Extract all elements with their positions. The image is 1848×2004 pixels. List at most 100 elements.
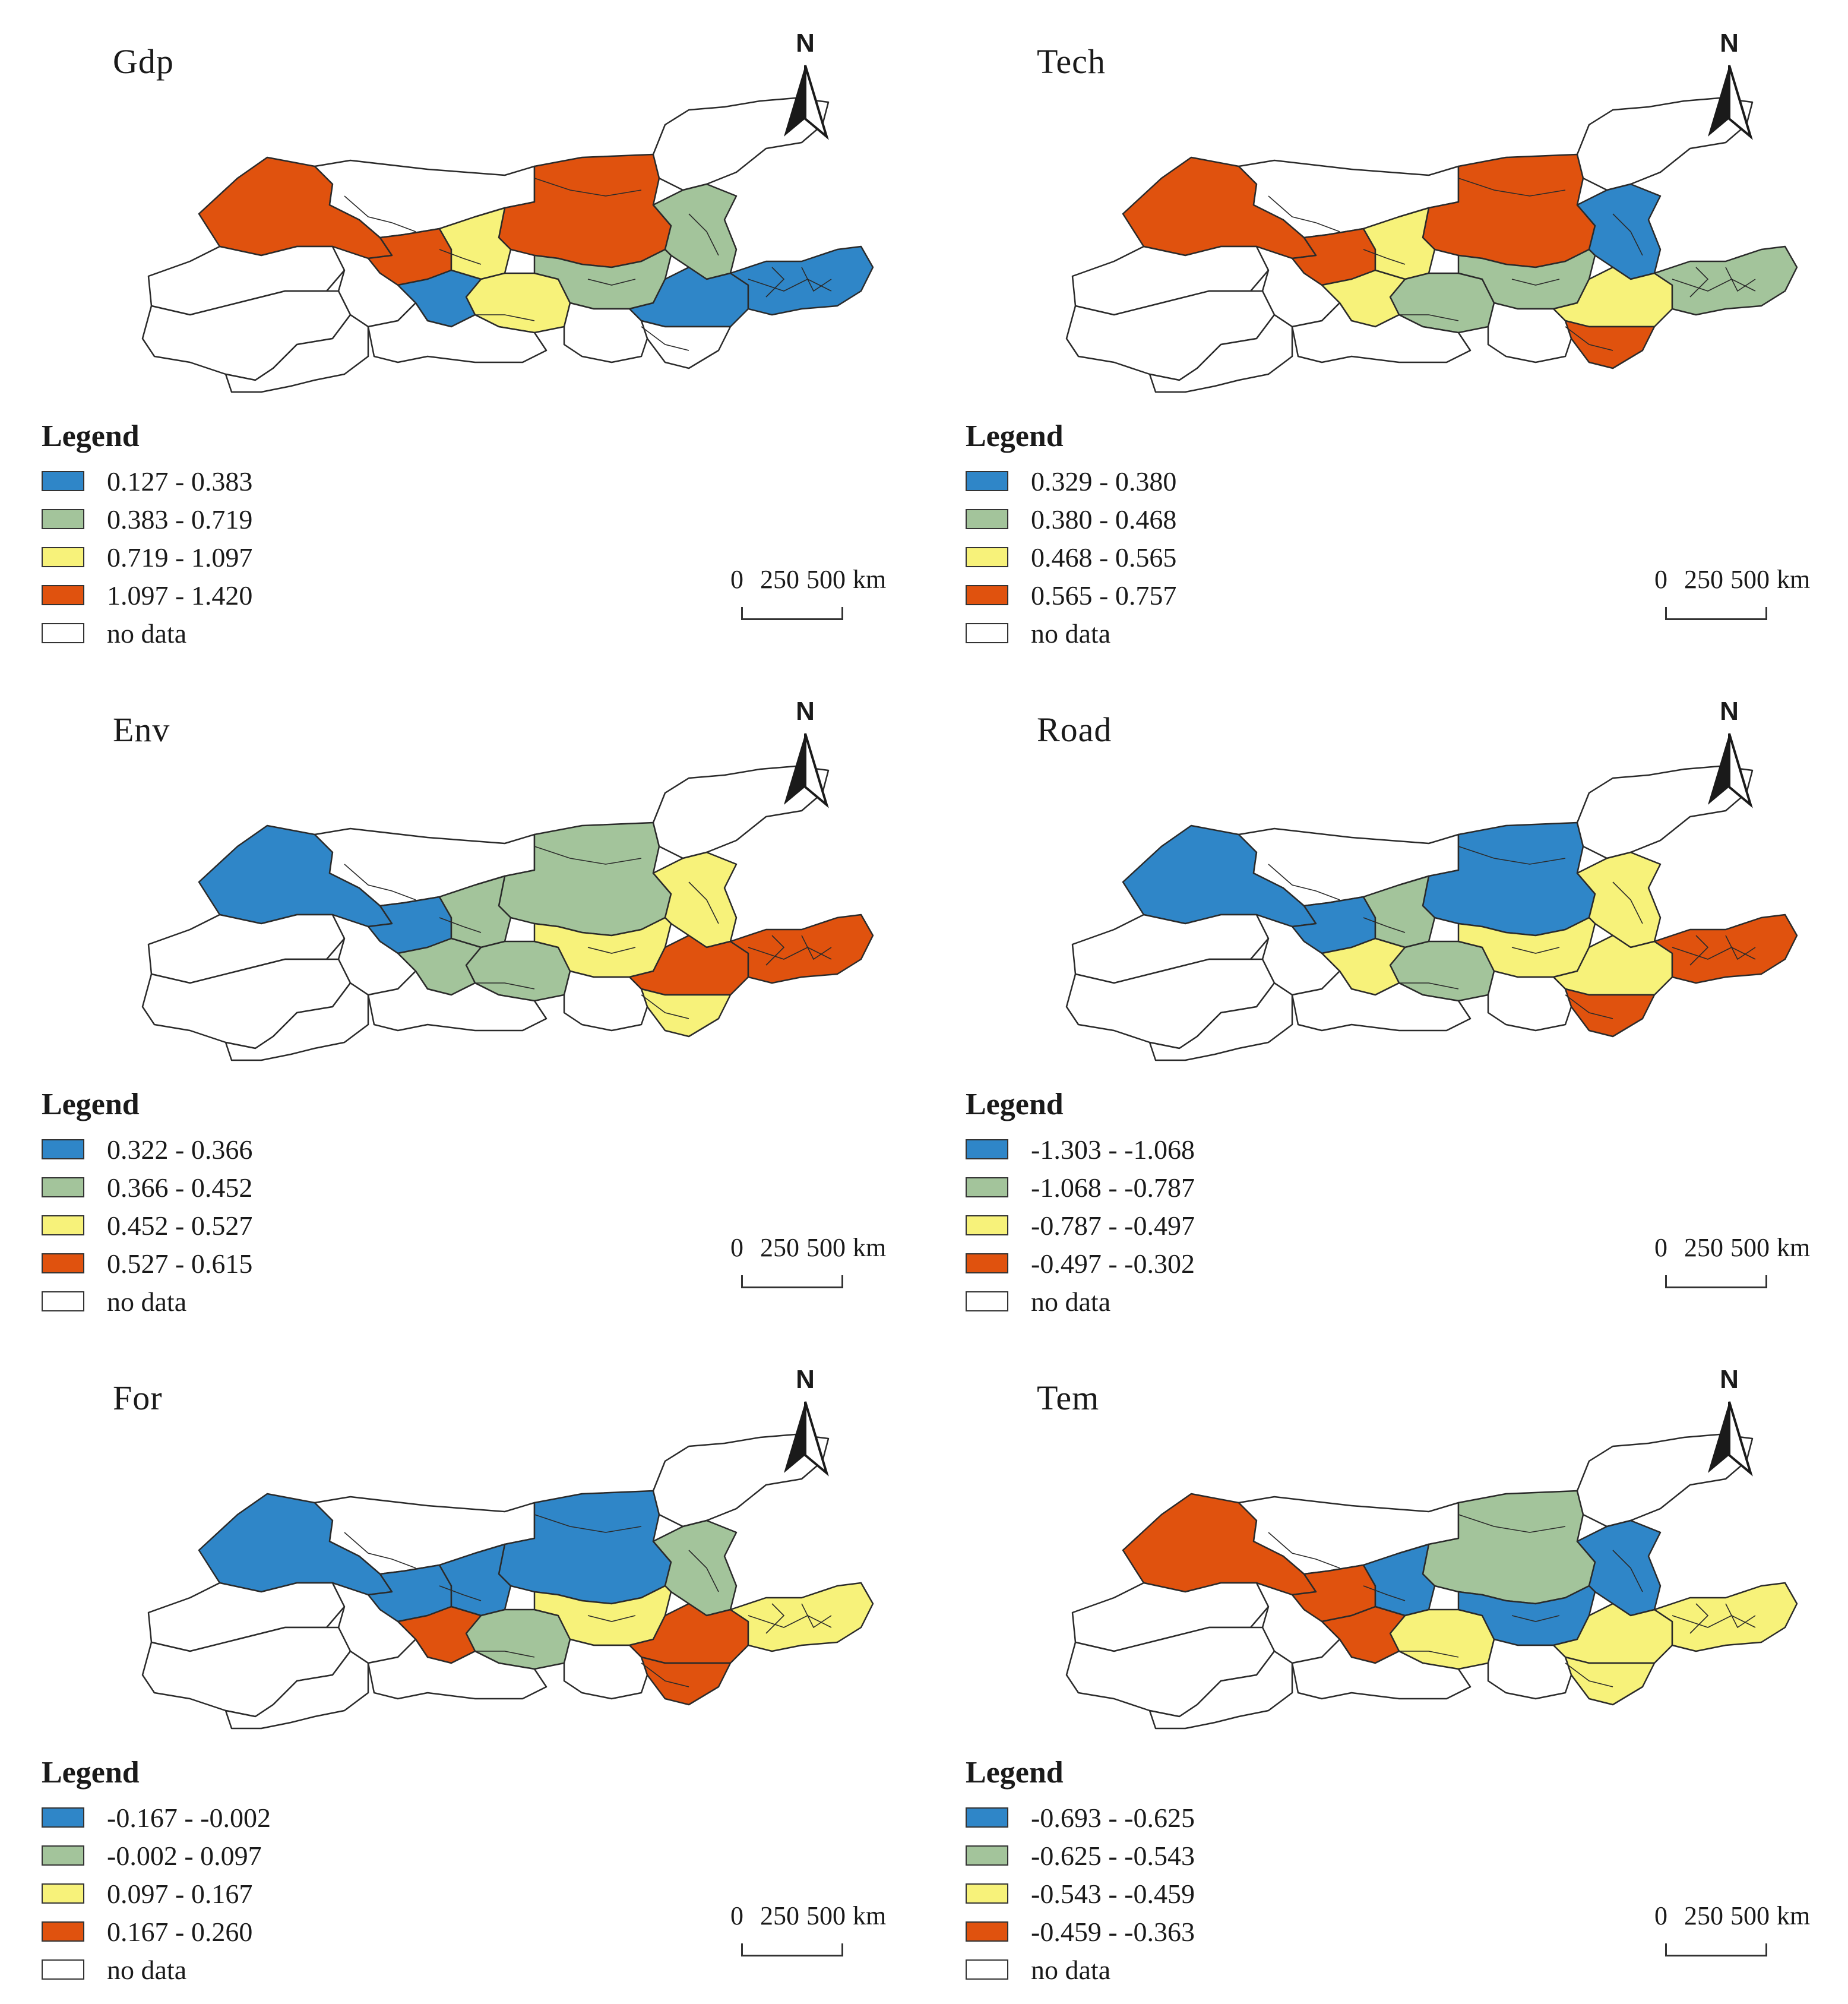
panel-title: For <box>113 1379 163 1417</box>
district-boundary <box>1672 279 1756 292</box>
map-region <box>640 988 732 1038</box>
legend: Legend -0.167 - -0.002 -0.002 - 0.097 0.097… <box>42 1755 271 1989</box>
north-arrow-icon <box>784 1401 829 1477</box>
district-boundary <box>1672 1615 1756 1628</box>
scale-tick-label: 250 <box>760 1901 799 1930</box>
legend-label: 0.468 - 0.565 <box>1031 542 1177 573</box>
north-arrow-icon <box>1708 1401 1753 1477</box>
legend-label: 0.380 - 0.468 <box>1031 504 1177 535</box>
scale-tick-label: 250 <box>760 565 799 594</box>
map-region <box>224 982 369 1061</box>
legend-item: -0.625 - -0.543 <box>966 1837 1195 1875</box>
legend-swatch <box>42 1177 84 1197</box>
map-region <box>1653 914 1798 984</box>
legend-label: 0.097 - 0.167 <box>107 1878 253 1909</box>
legend-label: -0.625 - -0.543 <box>1031 1840 1195 1871</box>
legend-label: 0.719 - 1.097 <box>107 542 253 573</box>
legend-item: 0.527 - 0.615 <box>42 1244 252 1282</box>
legend: Legend -1.303 - -1.068 -1.068 - -0.787 -0.7… <box>966 1087 1195 1320</box>
legend-swatch <box>42 471 84 491</box>
north-label: N <box>796 1365 815 1394</box>
map-region <box>1487 970 1572 1032</box>
legend-title: Legend <box>966 419 1064 453</box>
legend-swatch <box>42 1845 84 1866</box>
map-region <box>367 302 548 363</box>
map-region <box>1653 245 1798 316</box>
legend-label: 0.322 - 0.366 <box>107 1134 253 1165</box>
scale-line <box>741 1943 843 1956</box>
scale-bar: 0 250 500 km <box>1654 564 1810 630</box>
legend-label: no data <box>107 1954 187 1985</box>
district-boundary <box>1689 935 1709 966</box>
district-boundary <box>534 1514 642 1533</box>
district-boundary <box>765 935 785 966</box>
legend-item: 1.097 - 1.420 <box>42 576 252 614</box>
panel-title: Tech <box>1037 42 1106 81</box>
scale-tick-label: km <box>1777 1233 1811 1262</box>
district-boundary <box>688 213 719 256</box>
north-arrow-icon <box>784 733 829 808</box>
district-boundary <box>475 1651 535 1658</box>
district-boundary <box>1458 1514 1566 1533</box>
map-region <box>1291 1638 1472 1700</box>
map-region <box>563 302 648 363</box>
district-boundary <box>344 1532 416 1569</box>
scale-line <box>741 607 843 620</box>
map-region <box>1653 1582 1798 1652</box>
panel-title: Road <box>1037 710 1112 749</box>
legend-swatch <box>966 585 1008 605</box>
scale-bar: 0 250 500 km <box>730 1232 886 1298</box>
choropleth-map <box>141 765 874 1061</box>
district-boundary <box>344 864 416 900</box>
legend-swatch <box>966 547 1008 567</box>
map-panel-road: Road N Legend -1.303 - -1.068 -1.068 - -0.78… <box>924 668 1848 1336</box>
map-region <box>1362 207 1436 280</box>
choropleth-map <box>1065 97 1798 393</box>
legend-label: no data <box>107 618 187 649</box>
legend-swatch <box>966 1291 1008 1311</box>
legend-item: -0.543 - -0.459 <box>966 1875 1195 1913</box>
legend-swatch <box>42 623 84 643</box>
north-arrow-icon <box>1708 733 1753 808</box>
legend-swatch <box>966 509 1008 529</box>
scale-bar: 0 250 500 km <box>730 564 887 630</box>
panel-title: Gdp <box>113 42 174 81</box>
legend-label: -0.693 - -0.625 <box>1031 1802 1195 1833</box>
legend-swatch <box>42 1253 84 1273</box>
legend-swatch <box>42 585 84 605</box>
map-panel-for: For N Legend -0.167 - -0.002 -0.002 - 0.097 0… <box>0 1336 924 2004</box>
map-panel-tem: Tem N Legend -0.693 - -0.625 -0.625 - -0.543… <box>924 1336 1848 2004</box>
scale-bar: 0 250 500 km <box>1654 1232 1811 1298</box>
scale-line <box>1665 607 1767 620</box>
scale-tick-label: km <box>853 565 887 594</box>
map-panel-env: Env N Legend 0.322 - 0.366 0.366 - 0.452 0.45… <box>0 668 924 1336</box>
district-boundary <box>1511 1615 1560 1622</box>
legend-label: 0.452 - 0.527 <box>107 1210 253 1241</box>
district-boundary <box>1399 314 1459 321</box>
scale-tick-label: 250 <box>1684 1901 1723 1930</box>
map-region <box>367 1638 548 1700</box>
district-boundary <box>1612 1550 1643 1592</box>
legend-item: -0.787 - -0.497 <box>966 1206 1195 1244</box>
legend-item: no data <box>966 1282 1195 1320</box>
legend-label: -1.068 - -0.787 <box>1031 1172 1195 1203</box>
legend: Legend -0.693 - -0.625 -0.625 - -0.543 -0.5… <box>966 1755 1195 1989</box>
north-arrow-icon <box>784 65 829 140</box>
legend-swatch <box>966 1253 1008 1273</box>
map-region <box>1564 320 1656 369</box>
legend-item: no data <box>42 1951 271 1989</box>
legend-item: 0.167 - 0.260 <box>42 1913 271 1951</box>
district-boundary <box>534 846 642 865</box>
scale-tick-label: 0 <box>730 1233 743 1262</box>
scale-tick-label: 0 <box>730 1901 743 1930</box>
district-boundary <box>587 947 636 954</box>
legend-item: no data <box>966 614 1176 652</box>
scale-tick-label: 250 <box>760 1233 799 1262</box>
legend-label: -0.459 - -0.363 <box>1031 1916 1195 1947</box>
scale-tick-label: 0 <box>730 565 743 594</box>
map-panel-tech: Tech N Legend 0.329 - 0.380 0.380 - 0.468 0.4… <box>924 0 1848 668</box>
district-boundary <box>688 881 719 924</box>
legend-swatch <box>966 1883 1008 1904</box>
district-boundary <box>1612 213 1643 256</box>
map-region <box>438 875 512 949</box>
